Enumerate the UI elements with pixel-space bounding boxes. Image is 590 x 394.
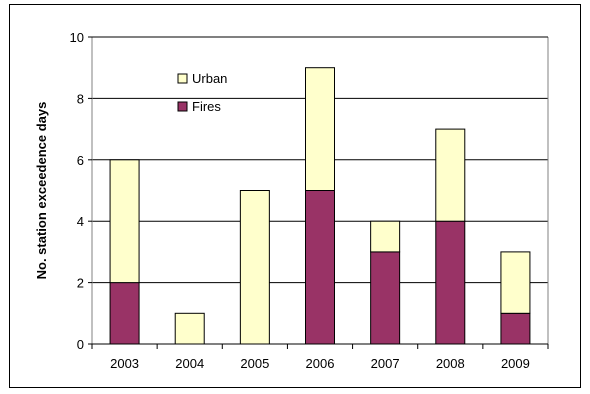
x-tick-label: 2009 — [501, 356, 530, 371]
bar-fires-2007 — [370, 251, 401, 345]
y-axis-label: No. station exceedence days — [34, 102, 49, 280]
bars — [109, 67, 531, 345]
bar-urban-2004 — [174, 312, 205, 345]
y-tick-label: 0 — [77, 337, 84, 352]
bar-urban-2008 — [435, 128, 466, 222]
bar-urban-2009 — [500, 251, 531, 314]
y-tick-label: 4 — [77, 214, 84, 229]
y-tick-label: 6 — [77, 153, 84, 168]
x-tick-label: 2006 — [306, 356, 335, 371]
y-tick-label: 10 — [70, 30, 84, 45]
bar-urban-2006 — [305, 67, 335, 191]
x-tick-label: 2008 — [436, 356, 465, 371]
x-tick-label: 2004 — [175, 356, 204, 371]
x-tick-label: 2003 — [110, 356, 139, 371]
x-tick-labels: 2003 2004 2005 2006 2007 2008 2009 — [110, 356, 530, 371]
bar-fires-2008 — [435, 220, 466, 345]
legend-swatch-urban — [177, 73, 188, 84]
chart-frame — [9, 4, 581, 388]
bar-fires-2003 — [109, 282, 140, 345]
y-tick-label: 8 — [77, 91, 84, 106]
legend-label-fires: Fires — [192, 99, 221, 114]
y-tick-labels: 0 2 4 6 8 10 — [70, 30, 84, 352]
legend: Urban Fires — [177, 71, 227, 114]
bar-fires-2009 — [500, 312, 531, 345]
bar-urban-2005 — [239, 190, 270, 345]
x-tick-label: 2007 — [371, 356, 400, 371]
axes — [88, 36, 549, 349]
y-tick-label: 2 — [77, 276, 84, 291]
legend-label-urban: Urban — [192, 71, 227, 86]
x-tick-label: 2005 — [240, 356, 269, 371]
legend-swatch-fires — [177, 101, 188, 112]
bar-fires-2006 — [305, 190, 335, 345]
bar-urban-2003 — [109, 159, 140, 284]
bar-urban-2007 — [370, 220, 401, 253]
